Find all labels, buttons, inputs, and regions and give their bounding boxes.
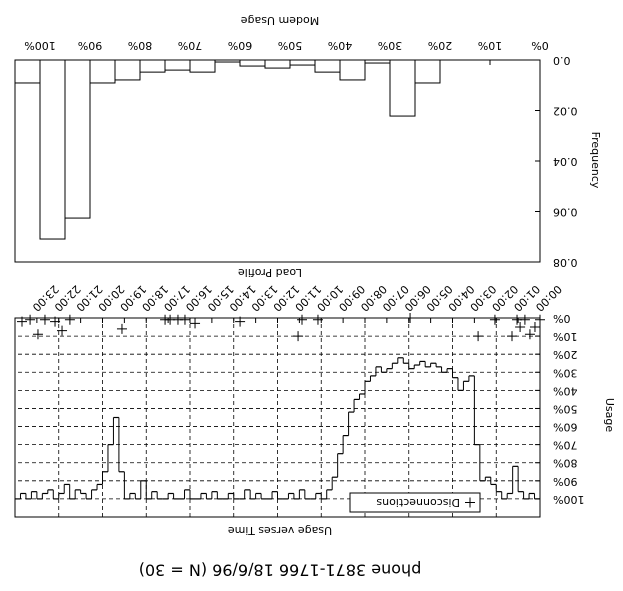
disconnection-marker bbox=[473, 331, 484, 342]
histogram-bar bbox=[314, 59, 341, 73]
y-tick-label: 0.08 bbox=[553, 256, 578, 269]
histogram-bar bbox=[189, 59, 216, 73]
disconnection-marker bbox=[535, 314, 545, 325]
x-axis-title: Modem Usage bbox=[241, 14, 320, 27]
disconnection-marker bbox=[190, 318, 201, 329]
disconnection-marker bbox=[32, 329, 43, 340]
y-tick-label: 0.0 bbox=[553, 54, 571, 67]
disconnection-marker bbox=[507, 331, 517, 342]
histogram-bar bbox=[414, 59, 441, 84]
page-title: phone 3871-1766 18/6/96 (N = 30) bbox=[139, 561, 422, 580]
y-tick-label: 20% bbox=[553, 348, 577, 361]
disconnection-marker bbox=[512, 314, 523, 325]
disconnection-marker bbox=[116, 323, 127, 334]
chart-title: Load Profile bbox=[238, 266, 302, 279]
x-tick-label: 50% bbox=[278, 39, 302, 52]
histogram-bar bbox=[389, 59, 416, 117]
x-tick-label: 80% bbox=[128, 39, 152, 52]
x-tick-label: 40% bbox=[328, 39, 352, 52]
legend-label: Disconnections bbox=[376, 496, 460, 509]
histogram-bar bbox=[289, 59, 316, 66]
x-tick-label: 100% bbox=[24, 39, 55, 52]
plot-frame bbox=[14, 317, 541, 518]
y-tick-label: 40% bbox=[553, 384, 577, 397]
x-tick-label: 10% bbox=[478, 39, 502, 52]
histogram-bar bbox=[339, 59, 366, 81]
histogram-bar bbox=[264, 59, 291, 69]
y-tick-label: 80% bbox=[553, 457, 577, 470]
x-tick-label: 90% bbox=[78, 39, 102, 52]
disconnection-marker bbox=[489, 314, 500, 325]
legend-box bbox=[349, 492, 481, 513]
disconnection-marker bbox=[405, 313, 416, 323]
histogram-bar bbox=[14, 59, 41, 84]
legend-marker bbox=[465, 497, 475, 508]
x-tick-label: 20% bbox=[428, 39, 452, 52]
y-tick-label: 0.04 bbox=[553, 155, 578, 168]
disconnection-marker bbox=[57, 325, 68, 336]
disconnection-marker bbox=[64, 314, 75, 325]
y-tick-label: 70% bbox=[553, 439, 577, 452]
disconnection-marker bbox=[524, 329, 535, 340]
disconnection-marker bbox=[235, 316, 246, 327]
y-axis-title: Frequency bbox=[589, 132, 602, 189]
x-tick-label: 0% bbox=[531, 39, 548, 52]
y-tick-label: 0% bbox=[553, 312, 570, 325]
histogram-bar bbox=[114, 59, 141, 81]
disconnection-marker bbox=[515, 322, 526, 333]
disconnection-marker bbox=[297, 314, 307, 325]
disconnection-marker bbox=[160, 314, 171, 325]
y-tick-label: 0.06 bbox=[553, 206, 578, 219]
y-tick-label: 60% bbox=[553, 421, 577, 434]
histogram-bar bbox=[139, 59, 166, 73]
y-axis-title: Usage bbox=[603, 398, 616, 433]
plot-frame bbox=[14, 59, 541, 263]
histogram-bar bbox=[64, 59, 91, 219]
x-tick-label: 70% bbox=[178, 39, 202, 52]
y-tick-label: 100% bbox=[553, 493, 584, 506]
x-tick-label: 30% bbox=[378, 39, 402, 52]
histogram-bar bbox=[89, 59, 116, 84]
disconnection-marker bbox=[39, 314, 50, 325]
y-tick-label: 30% bbox=[553, 366, 577, 379]
disconnection-marker bbox=[293, 331, 304, 342]
disconnection-marker bbox=[529, 322, 540, 333]
histogram-bar bbox=[164, 59, 191, 71]
disconnection-marker bbox=[17, 316, 27, 327]
y-tick-label: 90% bbox=[553, 475, 577, 488]
disconnection-marker bbox=[50, 316, 61, 327]
chart-title: Usage verses Time bbox=[228, 524, 332, 537]
histogram-bar bbox=[39, 59, 66, 240]
y-tick-label: 50% bbox=[553, 402, 577, 415]
y-tick-label: 10% bbox=[553, 330, 577, 343]
y-tick-label: 0.02 bbox=[553, 105, 578, 118]
histogram-bar bbox=[239, 59, 266, 67]
disconnection-marker bbox=[25, 314, 36, 325]
x-tick-label: 60% bbox=[228, 39, 252, 52]
disconnection-marker bbox=[312, 314, 323, 325]
